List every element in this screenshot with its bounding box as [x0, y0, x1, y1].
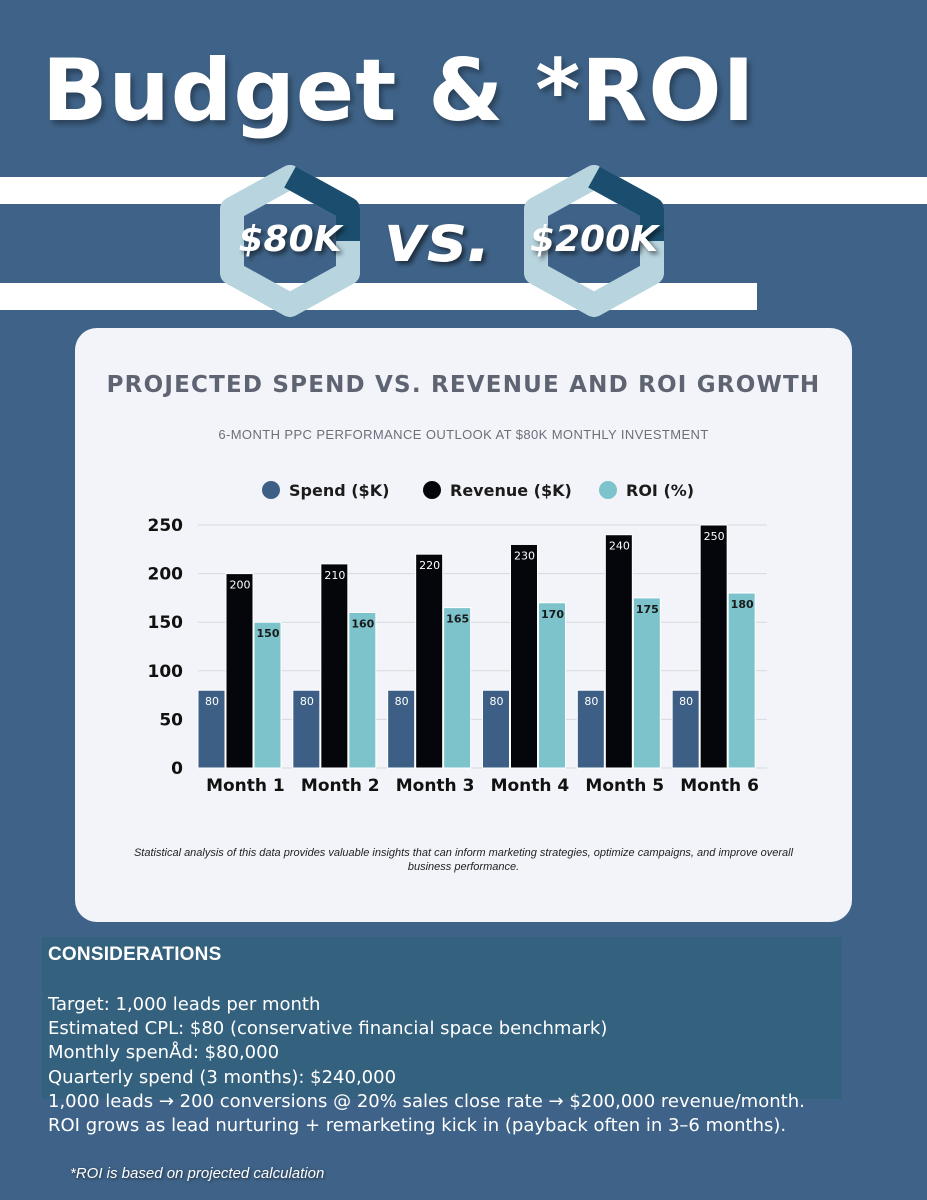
- data-label: 230: [514, 549, 535, 562]
- consideration-line: Quarterly spend (3 months): $240,000: [48, 1066, 397, 1088]
- page-title: Budget & *ROI: [42, 41, 756, 141]
- considerations-heading: CONSIDERATIONS: [48, 944, 222, 965]
- y-tick-label: 50: [159, 710, 183, 730]
- data-label: 170: [541, 608, 564, 621]
- data-label: 150: [257, 627, 280, 640]
- revenue-amount: $200K: [529, 219, 659, 260]
- chart-footnote: Statistical analysis of this data provid…: [133, 847, 794, 874]
- data-label: 180: [731, 598, 754, 611]
- data-label: 220: [419, 559, 440, 572]
- data-label: 80: [679, 695, 693, 708]
- bar-1: [320, 563, 349, 769]
- legend-label: Spend ($K): [289, 481, 389, 500]
- revenue-hexagon-icon: [524, 165, 664, 317]
- y-tick-label: 200: [148, 565, 184, 585]
- consideration-line: 1,000 leads → 200 conversions @ 20% sale…: [48, 1090, 805, 1112]
- bar-1: [699, 524, 728, 769]
- consideration-line: Monthly spenÅd: $80,000: [48, 1042, 280, 1064]
- top-stripe: [0, 177, 927, 204]
- chart-card: PROJECTED SPEND VS. REVENUE AND ROI GROW…: [75, 328, 852, 922]
- considerations-panel: [42, 937, 842, 1099]
- data-label: 80: [584, 695, 598, 708]
- x-tick-label: Month 2: [301, 776, 380, 796]
- chart-title: PROJECTED SPEND VS. REVENUE AND ROI GROW…: [106, 372, 821, 398]
- legend-marker: [599, 481, 617, 499]
- y-tick-label: 150: [148, 613, 184, 633]
- legend-marker: [262, 481, 280, 499]
- x-tick-label: Month 1: [206, 776, 285, 796]
- y-tick-label: 100: [148, 662, 184, 682]
- bar-0: [292, 689, 321, 769]
- bar-2: [253, 621, 282, 769]
- x-tick-label: Month 6: [680, 776, 759, 796]
- x-tick-label: Month 4: [491, 776, 570, 796]
- roi-footnote: *ROI is based on projected calculation: [70, 1165, 325, 1182]
- data-label: 80: [490, 695, 504, 708]
- y-tick-label: 250: [148, 516, 184, 536]
- y-tick-label: 0: [171, 759, 183, 779]
- bar-2: [632, 597, 661, 769]
- legend-label: Revenue ($K): [450, 481, 572, 500]
- bar-1: [604, 534, 633, 769]
- consideration-line: Estimated CPL: $80 (conservative financi…: [48, 1018, 608, 1040]
- bar-0: [482, 689, 510, 769]
- chart-subtitle: 6-MONTH PPC PERFORMANCE OUTLOOK AT $80K …: [218, 427, 709, 442]
- spend-hexagon-icon: [220, 165, 360, 317]
- data-label: 160: [351, 617, 374, 630]
- x-tick-label: Month 5: [585, 776, 664, 796]
- data-label: 210: [324, 569, 345, 582]
- bar-2: [348, 611, 377, 769]
- bar-2: [538, 602, 566, 769]
- bar-0: [576, 689, 605, 769]
- legend-marker: [423, 481, 441, 499]
- bar-0: [671, 689, 700, 769]
- bar-1: [415, 553, 444, 769]
- data-label: 175: [636, 603, 659, 616]
- data-label: 240: [609, 540, 630, 553]
- consideration-line: ROI grows as lead nurturing + remarketin…: [48, 1115, 787, 1137]
- bar-2: [443, 607, 472, 769]
- bar-1: [510, 543, 538, 769]
- versus-label: vs.: [384, 200, 492, 277]
- data-label: 250: [704, 530, 725, 543]
- data-label: 80: [205, 695, 219, 708]
- x-tick-label: Month 3: [396, 776, 475, 796]
- consideration-line: Target: 1,000 leads per month: [48, 994, 321, 1015]
- bar-chart: 0 50 100 150 200 250 Spend ($K) Revenue ($K) ROI…: [148, 481, 767, 796]
- bar-0: [197, 689, 226, 769]
- data-label: 80: [395, 695, 409, 708]
- bar-0: [387, 689, 416, 769]
- bar-2: [727, 592, 756, 769]
- data-label: 80: [300, 695, 314, 708]
- considerations-list: Target: 1,000 leads per month Estimated …: [48, 993, 805, 1138]
- spend-amount: $80K: [238, 219, 342, 260]
- bar-1: [225, 573, 254, 769]
- data-label: 165: [446, 613, 469, 626]
- data-label: 200: [230, 579, 251, 592]
- legend-label: ROI (%): [626, 481, 694, 500]
